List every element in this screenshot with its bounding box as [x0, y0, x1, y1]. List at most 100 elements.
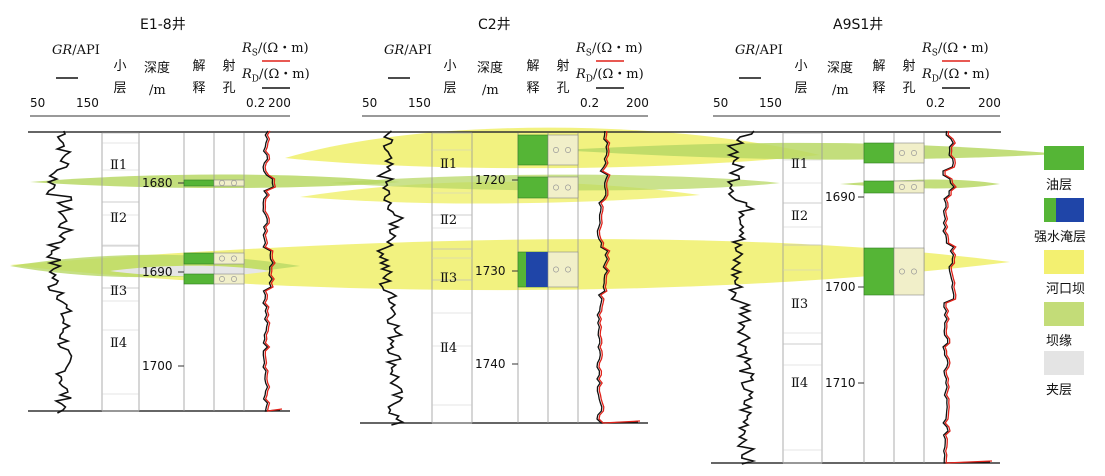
interpretation-intervals: [183, 134, 925, 296]
oil-layer-interval: [863, 142, 895, 164]
well-title: C2井: [478, 17, 511, 33]
sublayer-label: Ⅱ2: [440, 213, 458, 228]
oil-layer-interval: [517, 134, 549, 166]
bar-edge-lens: [560, 142, 1060, 160]
rd-symbol: R: [576, 67, 586, 82]
depth-label: 1700: [142, 359, 173, 373]
rs-unit: /(Ω・m): [257, 41, 309, 56]
gr-scale-max: 150: [408, 96, 431, 110]
legend-label: 油层: [1046, 178, 1073, 193]
rs-symbol: R: [576, 41, 586, 56]
perforation-mark: [219, 276, 225, 282]
perforation-box: [213, 179, 245, 187]
oil-layer-interval: [183, 179, 215, 187]
rd-header: RD/(Ω・m): [922, 68, 990, 85]
rs-subscript: S: [251, 48, 258, 59]
perforation-mark: [565, 184, 571, 191]
sublayer-label: Ⅱ4: [791, 376, 809, 391]
rd-subscript: D: [251, 74, 260, 85]
rd-symbol: R: [922, 67, 932, 82]
rd-curve: [596, 130, 639, 424]
perforation-mark: [553, 266, 559, 273]
sublayer-label: Ⅱ1: [791, 157, 809, 172]
legend-swatch: [1044, 146, 1084, 170]
mouth-bar-lens: [10, 239, 1010, 291]
sublayer-header: 小: [113, 59, 127, 74]
legend-swatch: [1044, 351, 1084, 375]
rd-curve: [942, 130, 991, 464]
interlayer-lens: [110, 265, 270, 277]
interpretation-header: 解: [192, 59, 206, 74]
perforation-mark: [231, 180, 237, 186]
gr-name: GR: [735, 43, 756, 58]
rd-unit: /(Ω・m): [939, 67, 990, 82]
sublayer-label: Ⅱ3: [110, 284, 128, 299]
rd-subscript: D: [585, 74, 594, 85]
depth-unit: /m: [832, 83, 849, 98]
res-scale-min: 0.2: [926, 96, 946, 110]
legend-label: 强水淹层: [1034, 230, 1087, 245]
perforation-header: 孔: [222, 81, 236, 96]
rs-curve: [264, 130, 283, 412]
sublayer-label: Ⅱ4: [440, 341, 458, 356]
legend-swatch: [1044, 302, 1084, 326]
rs-symbol: R: [922, 41, 932, 56]
rs-curve: [598, 130, 641, 424]
sublayer-label: Ⅱ4: [110, 336, 128, 351]
perforation-mark: [899, 184, 905, 190]
depth-unit: /m: [149, 83, 166, 98]
gr-header: GR/API: [384, 44, 432, 57]
rd-symbol: R: [242, 67, 252, 82]
perforation-header: 射: [556, 59, 570, 74]
gr-name: GR: [384, 43, 405, 58]
interpretation-header: 释: [872, 81, 886, 96]
perforation-mark: [565, 147, 571, 153]
legend-swatch: [1044, 198, 1084, 222]
rs-symbol: R: [242, 41, 252, 56]
sublayer-header: 小: [794, 59, 808, 74]
gr-scale-min: 50: [362, 96, 378, 110]
perforation-header: 射: [902, 59, 916, 74]
res-scale-max: 200: [268, 96, 291, 110]
gr-scale-min: 50: [713, 96, 729, 110]
oil-layer-interval: [517, 176, 549, 199]
legend-label: 坝缘: [1046, 334, 1073, 349]
depth-label: 1710: [825, 376, 856, 390]
perforation-box: [547, 176, 579, 199]
gr-scale-max: 150: [759, 96, 782, 110]
oil-layer-interval: [863, 247, 895, 296]
gr-header: GR/API: [52, 44, 100, 57]
interpretation-header: 解: [872, 59, 886, 74]
rs-subscript: S: [585, 48, 592, 59]
perforation-box: [547, 251, 579, 288]
perforation-mark: [911, 268, 917, 275]
res-scale-max: 200: [978, 96, 1001, 110]
sublayer-header: 层: [113, 81, 127, 96]
sublayer-label: Ⅱ2: [110, 211, 128, 226]
gr-scale-min: 50: [30, 96, 46, 110]
legend-label: 夹层: [1046, 383, 1073, 398]
depth-header: 深度: [477, 61, 504, 76]
sublayer-header: 小: [443, 59, 457, 74]
well-title: A9S1井: [833, 17, 884, 33]
rd-unit: /(Ω・m): [259, 67, 310, 82]
rd-header: RD/(Ω・m): [576, 68, 644, 85]
perforation-box: [893, 247, 925, 296]
gr-unit: /API: [755, 43, 783, 58]
perforation-box: [547, 134, 579, 166]
rs-header: RS/(Ω・m): [576, 42, 643, 59]
perforation-mark: [911, 184, 917, 190]
well-title: E1-8井: [140, 17, 186, 33]
gr-curve: [726, 130, 757, 465]
sublayer-label: Ⅱ1: [110, 158, 128, 173]
oil-layer-interval: [183, 252, 215, 265]
gr-curve: [375, 130, 405, 426]
rs-unit: /(Ω・m): [591, 41, 643, 56]
rs-header: RS/(Ω・m): [242, 42, 309, 59]
oil-layer-interval: [183, 273, 215, 285]
perforation-header: 孔: [556, 81, 570, 96]
perforation-mark: [899, 150, 905, 156]
rd-curve: [262, 130, 281, 412]
gr-header: GR/API: [735, 44, 783, 57]
